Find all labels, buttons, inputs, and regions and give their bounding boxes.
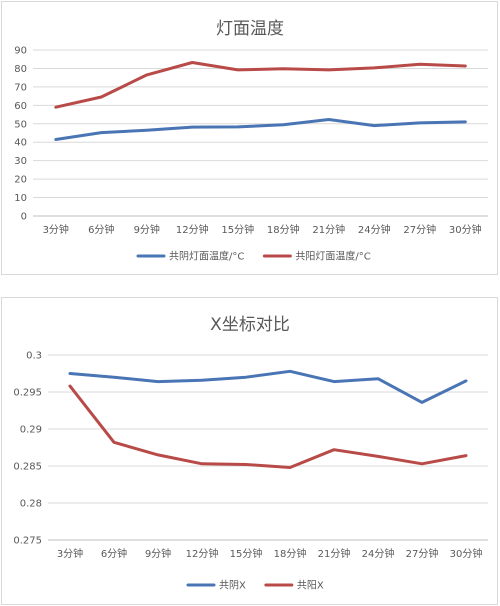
x-tick-label: 18分钟 — [274, 547, 307, 560]
y-tick-label: 0.275 — [13, 536, 42, 547]
y-tick-label: 0 — [21, 212, 27, 223]
temperature-line-chart: 灯面温度 0 10 20 30 40 50 60 70 80 90 3分钟 6分钟 9分钟 12分钟 15分钟… — [14, 19, 488, 263]
legend-label: 共阴灯面温度/°C — [169, 250, 244, 263]
x-tick-label: 3分钟 — [43, 223, 69, 236]
x-tick-label: 6分钟 — [88, 223, 114, 236]
y-tick-label: 0.29 — [20, 425, 42, 436]
series-line-2 — [54, 61, 467, 109]
series-line-2 — [68, 384, 468, 469]
legend-label: 共阳X — [297, 580, 324, 592]
x-tick-label: 18分钟 — [267, 223, 300, 236]
x-tick-label: 15分钟 — [230, 547, 263, 560]
y-tick-label: 50 — [14, 119, 27, 130]
x-tick-label: 9分钟 — [145, 547, 171, 560]
series-line-1 — [68, 369, 468, 404]
y-tick-label: 90 — [14, 46, 27, 57]
y-tick-label: 60 — [14, 101, 27, 112]
x-tick-label: 15分钟 — [221, 223, 254, 236]
x-tick-label: 24分钟 — [358, 223, 391, 236]
x-tick-label: 12分钟 — [176, 223, 209, 236]
y-tick-label: 0.285 — [13, 462, 42, 473]
x-tick-label: 30分钟 — [449, 223, 482, 236]
y-tick-label: 70 — [14, 82, 27, 93]
chart-title: X坐标对比 — [210, 315, 290, 335]
x-tick-label: 6分钟 — [101, 547, 127, 560]
x-coordinate-line-chart: X坐标对比 0.275 0.28 0.285 0.29 0.295 0.3 3分钟 6分钟 9分钟… — [13, 315, 488, 592]
y-tick-label: 0.3 — [26, 351, 42, 362]
x-tick-label: 27分钟 — [406, 547, 439, 560]
y-tick-label: 10 — [14, 193, 27, 204]
x-tick-label: 30分钟 — [450, 547, 483, 560]
series-line-1 — [54, 118, 467, 141]
x-tick-label: 12分钟 — [186, 547, 219, 560]
x-tick-label: 3分钟 — [57, 547, 83, 560]
y-tick-label: 0.28 — [20, 499, 42, 510]
chart-title: 灯面温度 — [216, 19, 284, 39]
x-tick-label: 24分钟 — [362, 547, 395, 560]
y-tick-label: 0.295 — [13, 388, 42, 399]
y-tick-label: 40 — [14, 138, 27, 149]
x-tick-label: 27分钟 — [403, 223, 436, 236]
x-tick-label: 21分钟 — [318, 547, 351, 560]
x-tick-label: 9分钟 — [134, 223, 160, 236]
legend-label: 共阳灯面温度/°C — [295, 250, 370, 263]
x-tick-label: 21分钟 — [312, 223, 345, 236]
y-tick-label: 80 — [14, 64, 27, 75]
x-coordinate-chart-panel: X坐标对比 0.275 0.28 0.285 0.29 0.295 0.3 3分钟 6分钟 9分钟… — [1, 297, 498, 605]
legend-label: 共阴X — [219, 580, 246, 592]
y-tick-label: 20 — [14, 175, 27, 186]
y-tick-label: 30 — [14, 156, 27, 167]
temperature-chart-panel: 灯面温度 0 10 20 30 40 50 60 70 80 90 3分钟 6分钟 9分钟 12分钟 15分钟… — [1, 1, 498, 275]
